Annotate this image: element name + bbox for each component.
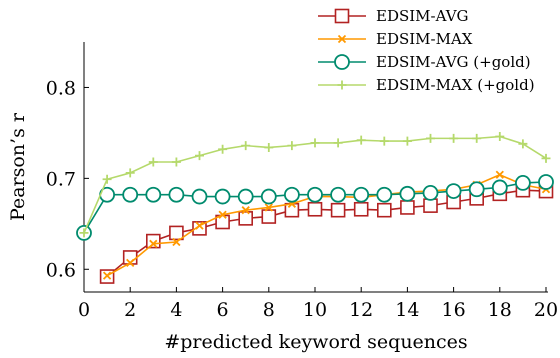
data-point-plus	[218, 144, 228, 154]
data-point-x	[126, 258, 135, 268]
series-0	[99, 182, 554, 284]
x-tick-label: 8	[263, 299, 275, 321]
data-point-square	[330, 202, 346, 218]
data-point-plus	[79, 228, 89, 238]
data-point-circle	[122, 186, 139, 203]
data-point-x	[264, 203, 273, 212]
data-point-circle	[353, 186, 370, 203]
data-point-plus	[310, 138, 320, 148]
legend-item: EDSIM-MAX (+gold)	[318, 76, 535, 94]
data-point-circle	[145, 186, 162, 203]
data-point-x	[218, 210, 227, 219]
data-point-plus	[472, 133, 482, 143]
data-point-plus	[402, 136, 412, 146]
x-tick-label: 4	[170, 299, 182, 321]
y-tick-label: 0.6	[46, 259, 76, 281]
data-point-plus	[379, 136, 389, 146]
data-point-circle	[330, 186, 347, 203]
data-point-plus	[449, 133, 459, 143]
data-point-square	[192, 221, 207, 236]
data-point-circle	[376, 186, 393, 203]
x-tick-label: 20	[534, 299, 558, 321]
x-axis-label: #predicted keyword sequences	[164, 331, 467, 353]
legend-label: EDSIM-AVG (+gold)	[376, 53, 531, 71]
series-layer	[76, 132, 554, 284]
data-point-plus	[333, 138, 343, 148]
data-point-x	[102, 271, 112, 280]
data-point-x	[241, 206, 250, 215]
data-point-square	[334, 8, 350, 24]
data-point-circle	[515, 175, 531, 191]
data-point-circle	[214, 188, 231, 205]
data-point-plus	[541, 153, 551, 163]
data-point-plus	[125, 168, 135, 178]
data-point-circle	[491, 179, 508, 196]
data-point-circle	[237, 188, 254, 205]
data-point-plus	[102, 174, 112, 184]
legend-label: EDSIM-AVG	[376, 7, 469, 25]
data-point-plus	[356, 135, 366, 145]
legend-label: EDSIM-MAX	[376, 30, 473, 48]
data-point-square	[238, 211, 253, 226]
axes-group	[83, 42, 548, 293]
x-tick-label: 18	[488, 299, 512, 321]
legend: EDSIM-AVG EDSIM-MAX EDSIM-AVG (+gold) EDSIM…	[318, 7, 535, 94]
x-tick-label: 10	[303, 299, 327, 321]
data-point-square	[169, 225, 184, 241]
data-point-square	[400, 200, 415, 215]
data-point-circle	[260, 188, 277, 205]
legend-item: EDSIM-AVG (+gold)	[318, 53, 531, 71]
data-point-square	[284, 202, 300, 218]
legend-item: EDSIM-AVG	[318, 7, 469, 25]
data-point-plus	[518, 139, 528, 149]
y-tick-label: 0.8	[46, 77, 76, 99]
data-point-square	[423, 198, 438, 213]
legend-label: EDSIM-MAX (+gold)	[376, 76, 535, 94]
data-point-plus	[171, 157, 181, 167]
y-tick-label: 0.7	[46, 168, 76, 190]
data-point-plus	[495, 132, 505, 142]
data-point-plus	[195, 151, 204, 161]
data-point-x	[195, 221, 204, 230]
series-2	[76, 174, 554, 241]
data-point-plus	[337, 80, 347, 90]
x-tick-label: 6	[217, 299, 229, 321]
data-point-square	[261, 209, 277, 224]
data-point-circle	[538, 174, 554, 190]
data-point-plus	[241, 141, 251, 151]
data-point-plus	[426, 133, 435, 143]
data-point-x	[495, 170, 504, 179]
x-tick-label: 16	[442, 299, 466, 321]
x-tick-label: 14	[395, 299, 419, 321]
data-point-circle	[468, 181, 485, 198]
x-tick-label: 0	[78, 299, 90, 321]
data-point-circle	[422, 185, 439, 201]
data-point-plus	[148, 157, 158, 167]
data-point-plus	[264, 142, 274, 152]
legend-item: EDSIM-MAX	[318, 30, 473, 48]
x-tick-label: 2	[124, 299, 136, 321]
data-point-circle	[445, 183, 462, 199]
data-point-plus	[287, 141, 297, 151]
data-point-circle	[399, 185, 416, 202]
data-point-circle	[168, 186, 185, 203]
data-point-x	[172, 237, 181, 247]
data-point-square	[146, 233, 161, 249]
y-ticks: 0.6 0.7 0.8	[46, 77, 89, 281]
data-point-circle	[334, 54, 350, 70]
y-axis-label: Pearson’s r	[7, 112, 29, 221]
x-ticks: 0 2 4 6 8 10 12 14 16 18 20	[78, 287, 558, 321]
data-point-square	[353, 201, 369, 217]
series-3	[79, 132, 551, 238]
x-tick-label: 12	[349, 299, 373, 321]
data-point-circle	[191, 188, 208, 205]
data-point-x	[337, 34, 347, 44]
data-point-x	[149, 239, 158, 248]
data-point-square	[376, 202, 392, 218]
data-point-circle	[283, 186, 300, 203]
data-point-circle	[307, 186, 323, 203]
data-point-square	[307, 201, 323, 217]
